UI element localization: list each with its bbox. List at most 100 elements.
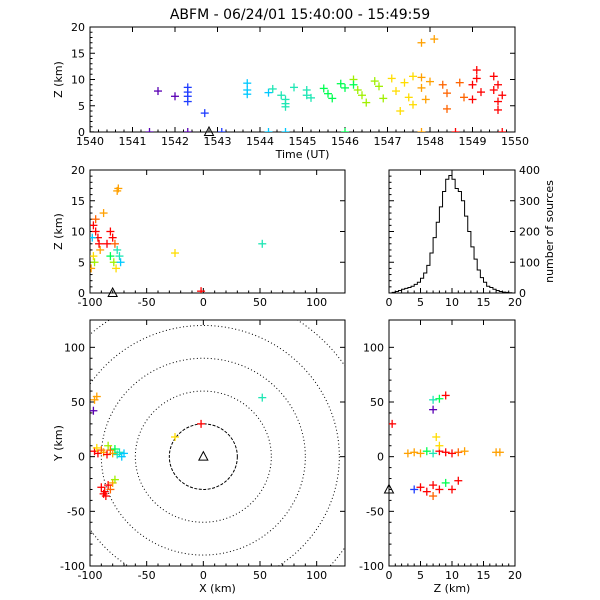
time-altitude-ytick-label: 20: [71, 21, 85, 34]
x-altitude-xtick-label: 0: [200, 296, 207, 309]
time-altitude-point: [336, 79, 345, 88]
altitude-y-point: [429, 405, 438, 414]
plan-view-range-ring: [134, 390, 272, 523]
altitude-histogram-xtick-label: 20: [508, 296, 522, 309]
altitude-y-frame: [388, 319, 516, 567]
x-altitude-point: [112, 264, 121, 273]
x-altitude-point: [91, 227, 100, 236]
plan-view-ytick-label: 0: [78, 451, 85, 464]
altitude-histogram-histogram-step: [389, 175, 515, 294]
time-altitude-point: [183, 97, 192, 106]
plan-view-xtick-label: 0: [200, 569, 207, 582]
altitude-histogram-xtick-label: 10: [445, 296, 459, 309]
time-altitude-ylabel: Z (km): [52, 61, 65, 98]
time-altitude-points: [90, 35, 507, 132]
altitude-y-point: [429, 481, 438, 490]
time-altitude-point: [290, 83, 298, 92]
time-altitude-xlabel: Time (UT): [275, 148, 330, 161]
plan-view-point: [108, 449, 117, 458]
plan-view-ytick-label: -100: [60, 560, 85, 573]
plan-view-point: [92, 443, 101, 452]
time-altitude-point: [421, 95, 430, 104]
plan-view-points: [90, 320, 345, 566]
plan-view-ytick-label: 100: [64, 341, 85, 354]
x-altitude-point: [96, 245, 105, 254]
time-altitude-point: [358, 91, 366, 100]
plan-view-point: [92, 392, 101, 401]
time-altitude-point: [307, 93, 315, 102]
plan-view-axes: -100 -50 0 50 100 -100 -50 0 50 100 X (km) Y (km): [52, 319, 346, 595]
time-altitude-point: [443, 104, 451, 113]
time-altitude-point: [400, 78, 409, 87]
time-altitude-point: [145, 128, 154, 132]
time-altitude-ytick-label: 5: [78, 100, 85, 113]
x-altitude-point: [90, 264, 96, 273]
x-altitude-points: [90, 184, 267, 293]
time-altitude-ytick-label: 10: [71, 74, 85, 87]
plan-view-xtick-label: 100: [306, 569, 327, 582]
time-altitude-point: [375, 82, 383, 91]
time-altitude-point: [489, 86, 498, 94]
time-altitude-point: [392, 87, 400, 96]
x-altitude-frame: [89, 169, 346, 294]
time-altitude-point: [183, 128, 192, 132]
time-altitude-point: [409, 72, 417, 81]
plan-view-range-ring: [90, 320, 345, 566]
plan-view-xtick-label: -100: [78, 569, 103, 582]
altitude-histogram-bar: [446, 179, 449, 293]
altitude-histogram-ytick-label: 400: [519, 164, 540, 177]
time-altitude-point: [281, 128, 290, 132]
time-altitude-point: [468, 80, 477, 89]
time-altitude-point: [430, 35, 439, 44]
x-altitude-ytick-label: 0: [78, 287, 85, 300]
time-altitude-point: [417, 73, 426, 82]
time-altitude-xtick-label: 1548: [416, 135, 444, 148]
plan-view-point: [120, 449, 128, 458]
altitude-y-points: [389, 391, 504, 501]
plan-view-frame: [89, 319, 346, 567]
plan-view-range-ring: [168, 423, 238, 490]
altitude-y-point: [410, 448, 419, 457]
altitude-histogram-bar: [458, 192, 461, 293]
time-altitude-xtick-label: 1540: [76, 135, 104, 148]
altitude-y-point: [403, 449, 412, 458]
plan-view-range-ring: [90, 325, 340, 566]
time-altitude-point: [281, 102, 290, 111]
x-altitude-point: [109, 258, 118, 267]
x-altitude-point: [106, 227, 115, 236]
x-altitude-ytick-label: 5: [78, 256, 85, 269]
altitude-histogram-frame: [388, 169, 516, 294]
altitude-y-ytick-label: -50: [366, 505, 384, 518]
plan-view-point: [115, 448, 124, 457]
time-altitude-xtick-label: 1550: [501, 135, 529, 148]
time-altitude-point: [379, 94, 388, 103]
time-altitude-point: [243, 79, 252, 88]
time-altitude-point: [362, 98, 371, 107]
altitude-y-point: [410, 485, 419, 494]
x-altitude-point: [91, 215, 100, 224]
altitude-y-point: [441, 391, 450, 400]
x-altitude-ytick-label: 20: [71, 164, 85, 177]
altitude-y-point: [454, 476, 463, 485]
time-altitude-point: [264, 88, 273, 97]
time-altitude-point: [319, 84, 328, 93]
x-altitude-point: [171, 249, 179, 258]
time-altitude-xtick-label: 1545: [289, 135, 317, 148]
altitude-histogram-ylabel: number of sources: [543, 180, 556, 283]
altitude-y-point: [435, 394, 444, 403]
plan-view-point: [110, 445, 119, 454]
time-altitude-point: [489, 72, 498, 81]
altitude-y-point: [435, 485, 444, 494]
time-altitude-station-marker: [203, 125, 215, 136]
x-altitude-axes: -100 -50 0 50 100 0 5 10 15 20 Z (km): [52, 164, 346, 309]
altitude-histogram-ytick-label: 300: [519, 195, 540, 208]
altitude-y-station-marker: [383, 483, 395, 494]
altitude-y-xtick-label: 20: [508, 569, 522, 582]
x-altitude-ytick-label: 10: [71, 226, 85, 239]
time-altitude-point: [417, 128, 426, 132]
time-altitude-xtick-label: 1549: [459, 135, 487, 148]
plan-view-ylabel: Y (km): [52, 425, 65, 462]
time-altitude-point: [217, 128, 226, 132]
